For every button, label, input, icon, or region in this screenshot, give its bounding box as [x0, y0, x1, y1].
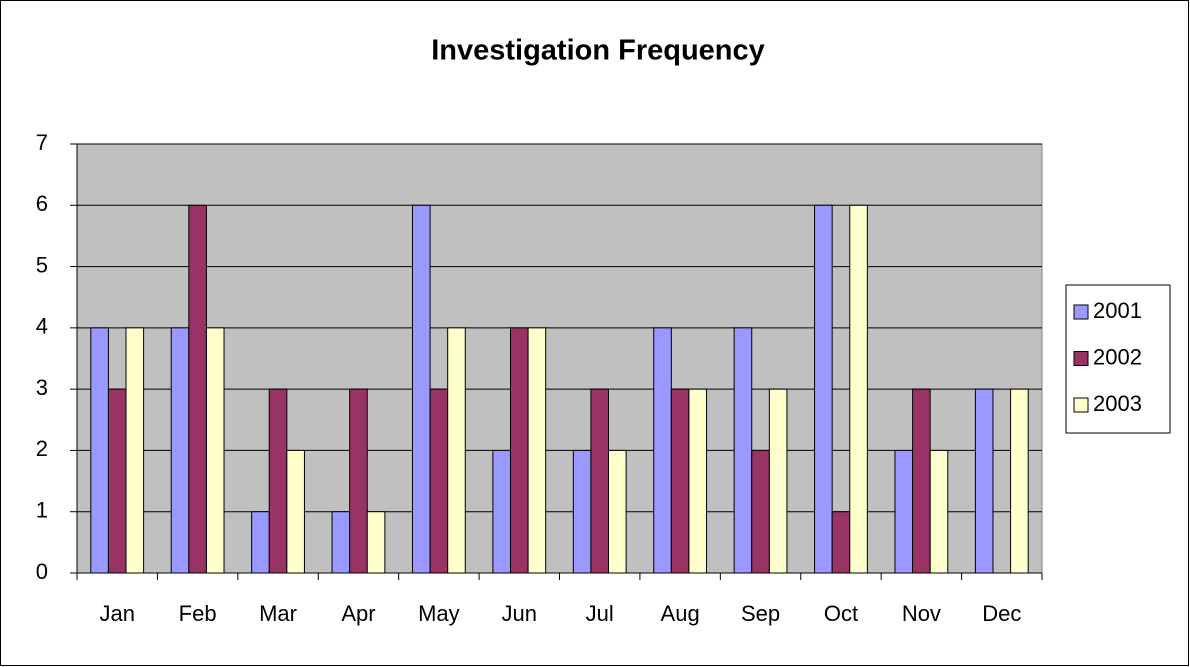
bar — [733, 327, 753, 574]
bar — [509, 327, 529, 574]
bar — [974, 388, 994, 574]
x-tick-label: Jan — [99, 601, 134, 626]
chart-title: Investigation Frequency — [431, 35, 765, 67]
bar — [268, 388, 288, 574]
x-tick-label: Nov — [902, 601, 941, 626]
bar — [849, 204, 868, 574]
x-tick-label: Aug — [661, 601, 700, 626]
x-tick-label: Oct — [824, 601, 858, 626]
legend-swatch — [1073, 397, 1089, 413]
x-tick-label: Dec — [982, 601, 1021, 626]
legend-label: 2001 — [1093, 298, 1142, 323]
x-tick-label: Sep — [741, 601, 780, 626]
bar — [188, 204, 207, 574]
x-tick-label: Apr — [341, 601, 375, 626]
y-tick-label: 4 — [36, 314, 48, 339]
bar — [590, 388, 610, 574]
y-tick-label: 6 — [36, 191, 48, 216]
y-tick-label: 0 — [36, 559, 48, 584]
y-tick-label: 7 — [36, 130, 48, 155]
y-tick-label: 5 — [36, 252, 48, 277]
bar — [366, 511, 386, 574]
bar — [912, 388, 931, 574]
bar — [170, 327, 190, 574]
bar — [331, 511, 351, 574]
bar — [411, 204, 431, 574]
bar — [572, 449, 592, 574]
x-tick-label: Jun — [502, 601, 537, 626]
legend-label: 2003 — [1093, 391, 1142, 416]
bar — [814, 204, 833, 574]
bar — [251, 511, 270, 574]
bar — [286, 449, 305, 574]
bar — [205, 327, 225, 574]
x-tick-label: Mar — [259, 601, 297, 626]
x-tick-label: May — [418, 601, 460, 626]
bar — [653, 327, 672, 574]
bar — [688, 388, 708, 574]
bar — [768, 388, 788, 574]
y-tick-label: 2 — [36, 436, 48, 461]
bar — [492, 449, 511, 574]
bar — [527, 327, 547, 574]
x-tick-label: Feb — [179, 601, 217, 626]
bar — [1010, 388, 1029, 574]
y-tick-label: 3 — [36, 375, 48, 400]
bar — [894, 449, 914, 574]
bar — [349, 388, 368, 574]
bar — [608, 449, 627, 574]
bar — [447, 327, 466, 574]
plot-area — [76, 143, 1043, 574]
legend-swatch — [1073, 351, 1089, 366]
legend-label: 2002 — [1093, 344, 1142, 369]
bar — [929, 449, 949, 574]
bar — [125, 327, 145, 574]
bar — [670, 388, 690, 574]
bar — [751, 449, 770, 574]
legend-swatch — [1073, 304, 1089, 320]
bar — [90, 327, 109, 574]
bar — [831, 511, 851, 574]
y-tick-label: 1 — [36, 498, 48, 523]
x-tick-label: Jul — [586, 601, 614, 626]
bar — [429, 388, 449, 574]
bar — [107, 388, 127, 574]
